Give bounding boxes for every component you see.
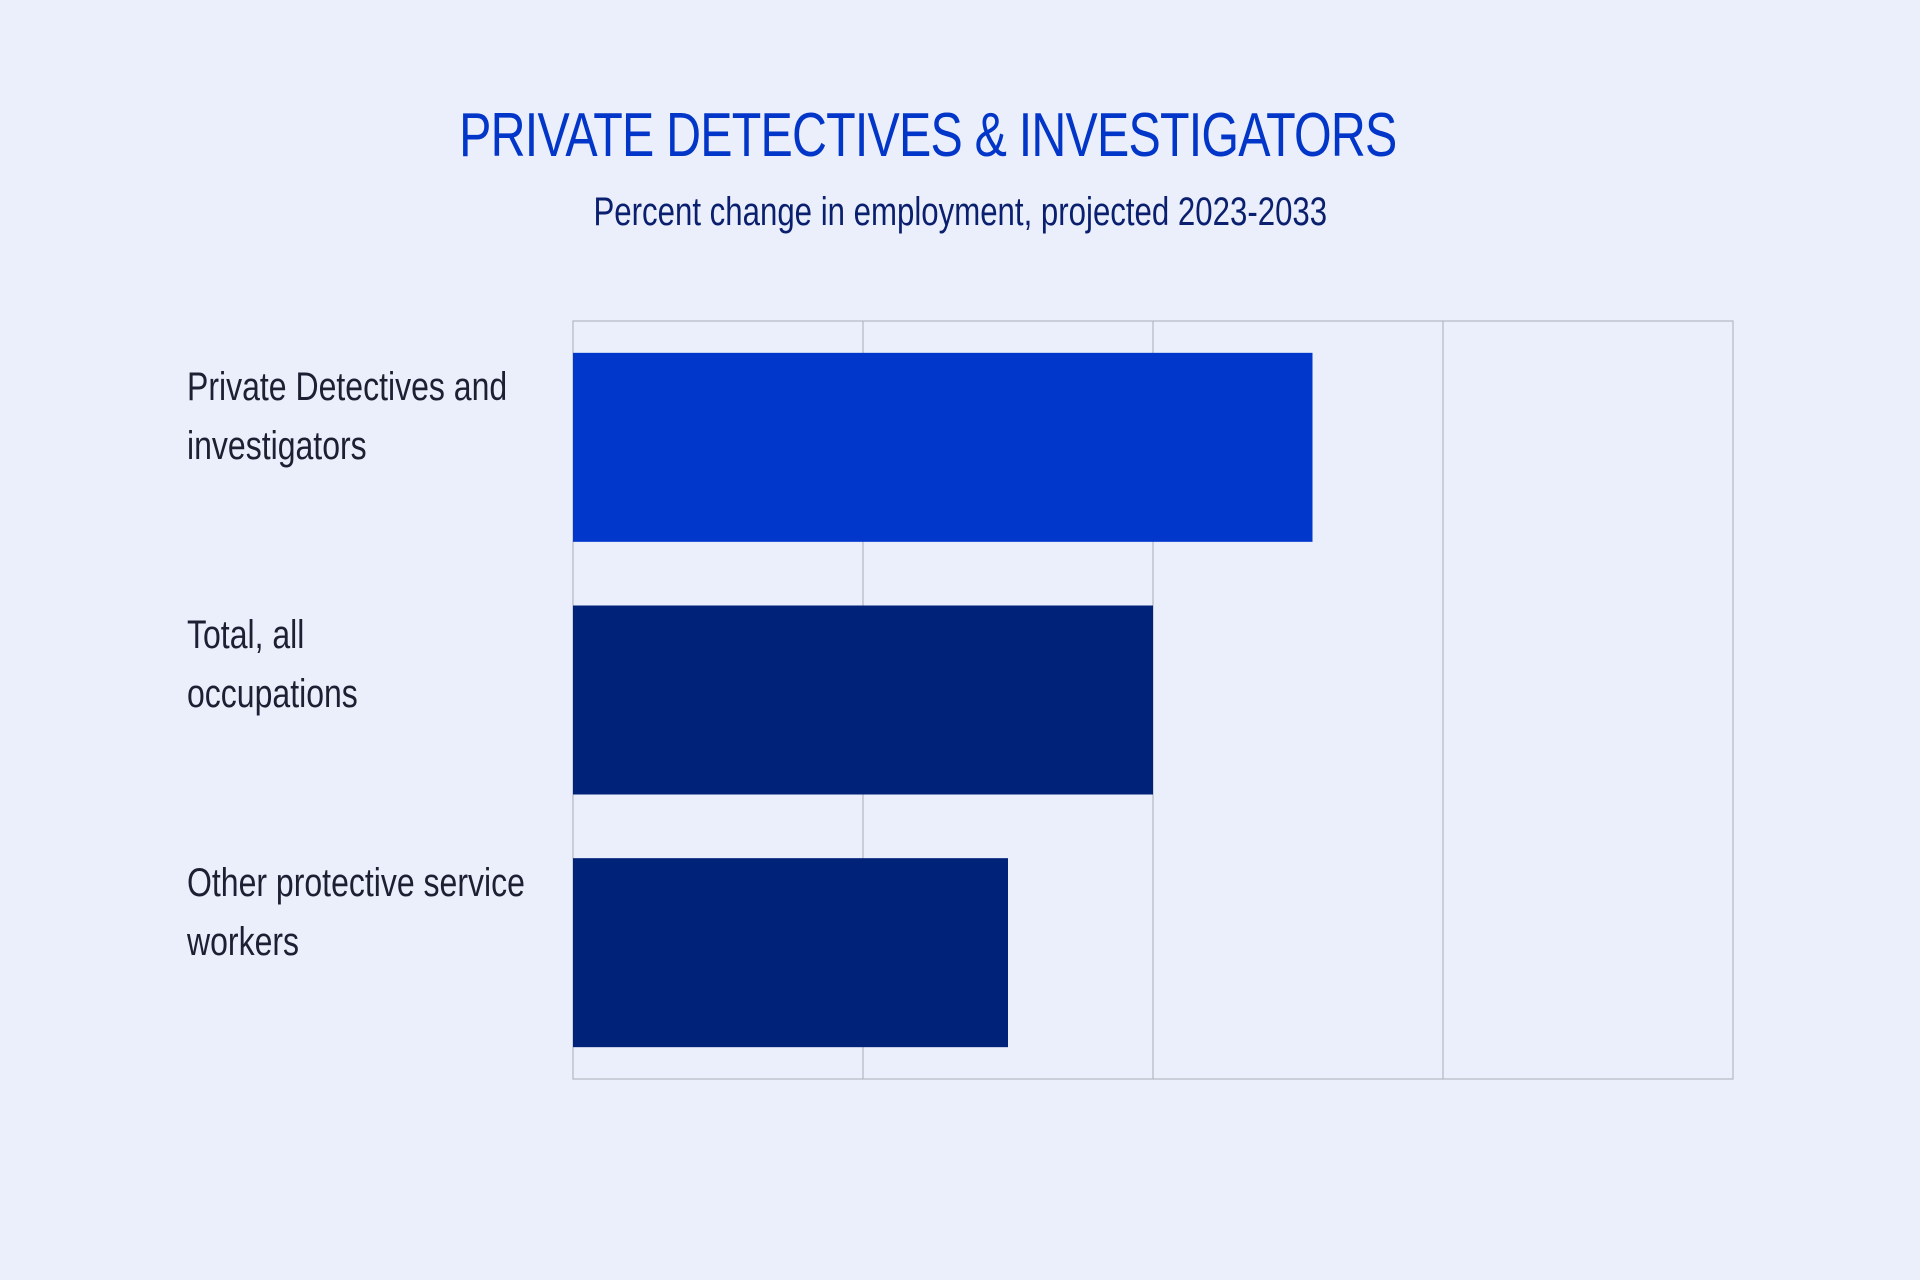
category-label-line: Other protective service bbox=[187, 861, 525, 905]
bar-1 bbox=[573, 352, 1313, 542]
chart-title: PRIVATE DETECTIVES & INVESTIGATORS bbox=[459, 101, 1397, 170]
category-label-line: investigators bbox=[187, 424, 367, 468]
category-label-line: Private Detectives and bbox=[187, 365, 508, 409]
bar-2 bbox=[573, 605, 1153, 795]
category-label-line: occupations bbox=[187, 672, 358, 716]
category-label-line: Total, all bbox=[187, 613, 305, 657]
category-label-total: Total, all occupations bbox=[187, 606, 523, 724]
bar-3 bbox=[573, 858, 1008, 1048]
category-label-line: workers bbox=[187, 920, 300, 964]
chart-subtitle: Percent change in employment, projected … bbox=[593, 190, 1327, 234]
category-label-other-protective: Other protective service workers bbox=[187, 854, 525, 972]
category-label-private-detectives: Private Detectives and investigators bbox=[187, 358, 523, 476]
